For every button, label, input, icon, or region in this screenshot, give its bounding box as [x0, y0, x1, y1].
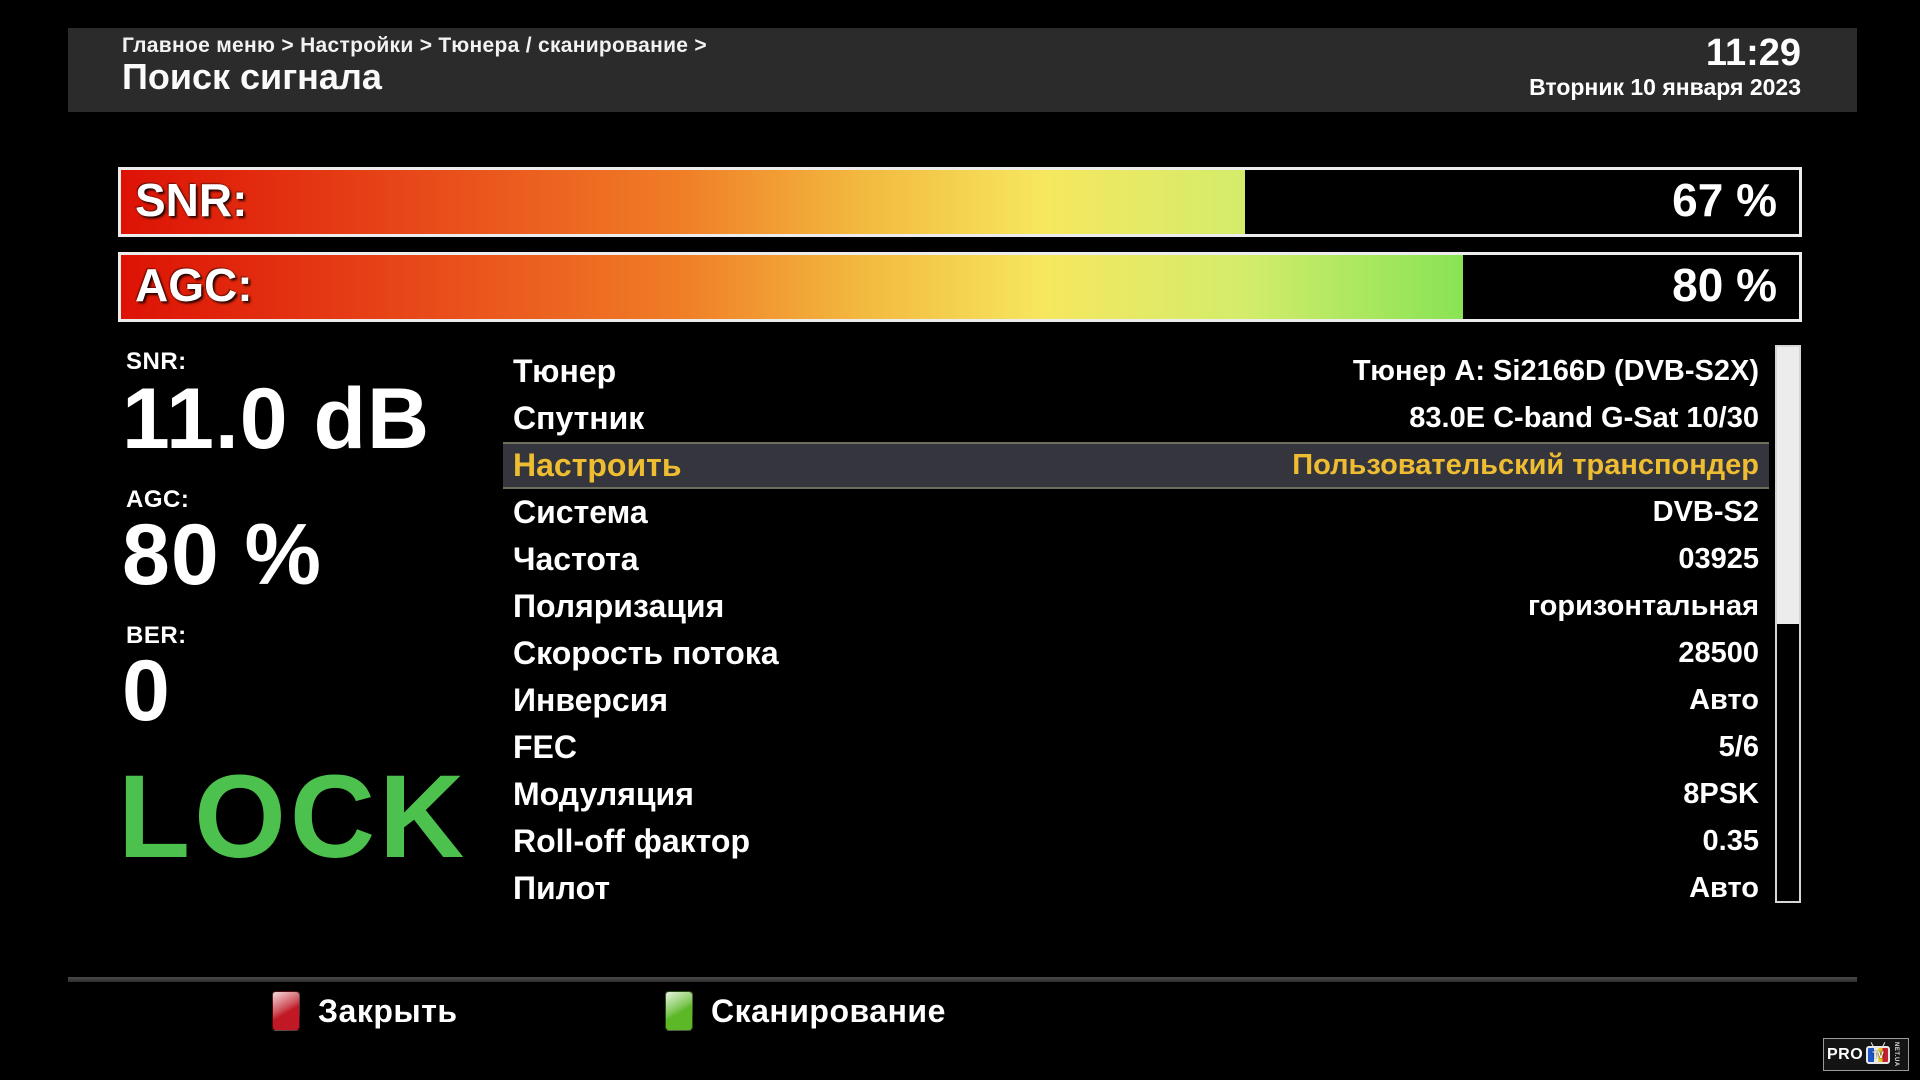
agc-bar-label: AGC: [135, 258, 253, 311]
protv-logo-text: PRO [1827, 1045, 1864, 1063]
close-button-label: Закрыть [318, 992, 458, 1029]
agc-bar-empty [1463, 255, 1799, 319]
menu-item-value: Тюнер A: Si2166D (DVB-S2X) [1352, 355, 1759, 387]
menu-item-label: Тюнер [513, 353, 617, 389]
snr-signal-bar: SNR: 67 % [118, 167, 1802, 237]
protv-logo: PRO TV NET.UA [1823, 1038, 1909, 1071]
menu-item-9[interactable]: FEC 5/6 [503, 724, 1769, 771]
menu-item-label: Система [513, 494, 648, 530]
breadcrumb: Главное меню > Настройки > Тюнера / скан… [122, 34, 707, 57]
agc-bar-value: 80 % [1672, 258, 1777, 311]
snr-metric-value: 11.0 dB [122, 371, 431, 467]
page-title: Поиск сигнала [122, 56, 382, 97]
menu-item-label: Инверсия [513, 682, 669, 718]
scrollbar[interactable] [1775, 345, 1801, 903]
menu-item-label: Частота [513, 541, 639, 577]
protv-logo-side-text: NET.UA [1893, 1042, 1900, 1067]
menu-item-3[interactable]: Настроить Пользовательский транспондер [503, 442, 1769, 489]
snr-bar-value: 67 % [1672, 173, 1777, 226]
menu-item-value: 83.0E C-band G-Sat 10/30 [1409, 402, 1759, 434]
menu-item-label: Roll-off фактор [513, 823, 750, 859]
menu-item-value: DVB-S2 [1652, 496, 1759, 528]
menu-item-11[interactable]: Roll-off фактор 0.35 [503, 818, 1769, 865]
menu-item-value: 8PSK [1683, 778, 1759, 810]
header: Главное меню > Настройки > Тюнера / скан… [68, 28, 1857, 112]
red-key-icon [272, 991, 300, 1031]
menu-item-label: Спутник [513, 400, 645, 436]
clock-date: Вторник 10 января 2023 [1529, 74, 1801, 100]
menu-item-label: Пилот [513, 870, 610, 906]
close-button[interactable]: Закрыть [272, 990, 458, 1032]
agc-signal-bar: AGC: 80 % [118, 252, 1802, 322]
clock-time: 11:29 [1705, 32, 1801, 74]
snr-bar-label: SNR: [135, 173, 248, 226]
clock: 11:29 Вторник 10 января 2023 [1529, 32, 1801, 100]
menu-item-8[interactable]: Инверсия Авто [503, 677, 1769, 724]
scrollbar-thumb[interactable] [1777, 347, 1799, 624]
menu-item-1[interactable]: Тюнер Тюнер A: Si2166D (DVB-S2X) [503, 348, 1769, 395]
menu-item-label: Поляризация [513, 588, 725, 624]
scan-button-label: Сканирование [711, 992, 946, 1029]
menu-item-value: Авто [1689, 872, 1759, 904]
snr-bar-empty [1245, 170, 1799, 234]
scan-button[interactable]: Сканирование [665, 990, 946, 1032]
menu-item-value: 5/6 [1718, 731, 1759, 763]
ber-metric-value: 0 [122, 643, 171, 739]
green-key-icon [665, 991, 693, 1031]
menu-item-label: FEC [513, 729, 577, 765]
menu-item-value: Авто [1689, 684, 1759, 716]
menu-item-value: 03925 [1678, 543, 1759, 575]
snr-metric-label: SNR: [126, 348, 187, 375]
menu-item-value: 0.35 [1702, 825, 1759, 857]
menu-item-value: горизонтальная [1527, 590, 1759, 622]
menu-item-7[interactable]: Скорость потока 28500 [503, 630, 1769, 677]
ber-metric-label: BER: [126, 622, 187, 649]
menu-item-6[interactable]: Поляризация горизонтальная [503, 583, 1769, 630]
tv-icon-text: TV [1872, 1049, 1884, 1060]
menu-item-5[interactable]: Частота 03925 [503, 536, 1769, 583]
menu-item-10[interactable]: Модуляция 8PSK [503, 771, 1769, 818]
menu-item-2[interactable]: Спутник 83.0E C-band G-Sat 10/30 [503, 395, 1769, 442]
agc-metric-label: AGC: [126, 486, 190, 513]
menu-list: Тюнер Тюнер A: Si2166D (DVB-S2X) Спутник 83… [503, 348, 1769, 912]
tv-icon: TV [1866, 1045, 1891, 1064]
footer-divider [68, 977, 1857, 982]
menu-item-value: 28500 [1678, 637, 1759, 669]
agc-metric-value: 80 % [122, 507, 323, 603]
menu-item-label: Модуляция [513, 776, 694, 812]
menu-item-label: Настроить [513, 447, 682, 483]
menu-item-12[interactable]: Пилот Авто [503, 865, 1769, 912]
lock-status: LOCK [118, 751, 469, 883]
menu-item-value: Пользовательский транспондер [1292, 449, 1759, 481]
menu-item-4[interactable]: Система DVB-S2 [503, 489, 1769, 536]
menu-item-label: Скорость потока [513, 635, 779, 671]
